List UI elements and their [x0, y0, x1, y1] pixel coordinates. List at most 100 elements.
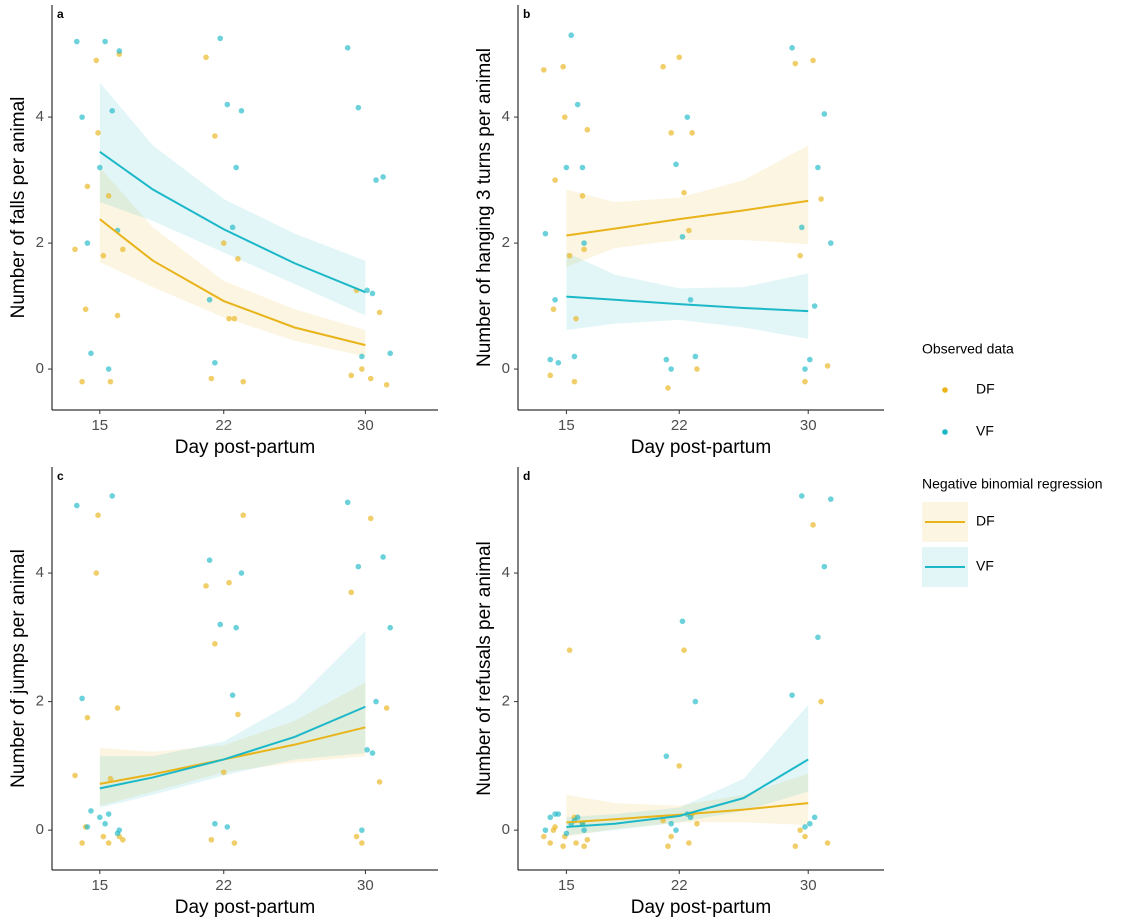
- data-point: [359, 827, 365, 833]
- data-point: [679, 233, 686, 240]
- data-point: [550, 827, 557, 833]
- regression-line: [99, 150, 366, 294]
- data-point: [818, 196, 824, 202]
- legend-title: Observed data: [922, 341, 1014, 357]
- data-point: [579, 164, 586, 171]
- data-point: [792, 843, 799, 850]
- data-point: [797, 827, 803, 833]
- x-axis-title: Day post-partum: [631, 437, 771, 458]
- data-point: [203, 583, 209, 589]
- data-point: [824, 363, 831, 369]
- y-tick-label: 2: [502, 693, 510, 710]
- panel-label: c: [57, 469, 64, 483]
- data-point: [79, 695, 85, 702]
- data-point: [203, 54, 209, 61]
- data-point: [97, 164, 103, 171]
- data-point: [224, 101, 231, 108]
- data-point: [540, 833, 547, 840]
- data-point: [229, 692, 236, 698]
- data-point: [573, 315, 579, 322]
- data-point: [208, 375, 215, 382]
- data-point: [79, 840, 85, 846]
- data-point: [79, 378, 85, 385]
- panel: 0 2 4 15 22 30 Day post-partum Number of falls …: [8, 5, 438, 458]
- data-point: [566, 647, 573, 653]
- data-point: [684, 114, 691, 120]
- data-point: [109, 108, 116, 114]
- panel-label: b: [523, 7, 530, 21]
- data-point: [88, 350, 94, 357]
- data-point: [679, 618, 686, 625]
- data-point: [212, 640, 218, 647]
- x-tick-label: 22: [215, 877, 232, 894]
- data-point: [692, 698, 699, 705]
- data-point: [233, 624, 239, 631]
- data-point: [105, 811, 112, 817]
- data-point: [364, 747, 370, 753]
- data-point: [102, 820, 108, 827]
- data-point: [348, 372, 355, 379]
- data-point: [359, 366, 365, 372]
- data-point: [107, 775, 114, 782]
- data-point: [208, 836, 215, 843]
- data-point: [668, 366, 674, 372]
- data-point: [802, 833, 808, 840]
- data-point: [369, 290, 376, 297]
- x-tick-label: 22: [671, 417, 688, 434]
- data-point: [673, 161, 679, 168]
- data-point: [566, 252, 573, 259]
- data-point: [240, 378, 247, 385]
- data-point: [807, 356, 813, 363]
- data-point: [581, 246, 587, 253]
- data-point: [681, 647, 687, 653]
- data-point: [95, 512, 101, 519]
- data-point: [114, 312, 121, 319]
- data-point: [560, 63, 566, 70]
- confidence-band: [566, 252, 809, 339]
- data-point: [789, 692, 795, 698]
- data-point: [383, 705, 390, 711]
- data-point: [233, 164, 239, 171]
- data-point: [355, 104, 362, 111]
- data-point: [373, 177, 379, 183]
- regression-line: [566, 802, 809, 824]
- data-point: [552, 177, 558, 183]
- data-point: [681, 189, 687, 196]
- data-point: [574, 101, 581, 108]
- confidence-band: [566, 773, 809, 837]
- data-point: [359, 840, 365, 846]
- data-point: [73, 502, 80, 509]
- data-point: [550, 306, 557, 313]
- data-point: [584, 126, 591, 133]
- x-axis-title: Day post-partum: [631, 897, 771, 918]
- data-point: [367, 375, 374, 382]
- data-point: [344, 499, 351, 506]
- data-point: [380, 554, 386, 560]
- data-point: [673, 827, 679, 833]
- data-point: [93, 570, 100, 576]
- data-point: [353, 833, 360, 840]
- data-point: [72, 246, 78, 253]
- data-point: [380, 174, 386, 180]
- confidence-band: [99, 630, 366, 808]
- data-point: [560, 843, 566, 850]
- y-tick-label: 4: [502, 564, 510, 581]
- y-axis-title: Number of jumps per animal: [8, 549, 29, 788]
- data-point: [88, 808, 94, 814]
- data-point: [547, 840, 554, 846]
- data-point: [581, 843, 587, 850]
- data-point: [660, 63, 666, 70]
- data-point: [827, 496, 834, 502]
- data-point: [665, 385, 671, 391]
- data-point: [348, 589, 355, 596]
- data-point: [226, 579, 232, 586]
- data-point: [212, 133, 218, 139]
- data-point: [798, 493, 805, 499]
- data-point: [116, 48, 123, 54]
- legend-label: DF: [976, 381, 995, 397]
- data-point: [367, 515, 374, 522]
- data-point: [387, 350, 393, 357]
- regression-line: [99, 218, 366, 347]
- data-point: [84, 824, 91, 830]
- data-point: [552, 296, 558, 303]
